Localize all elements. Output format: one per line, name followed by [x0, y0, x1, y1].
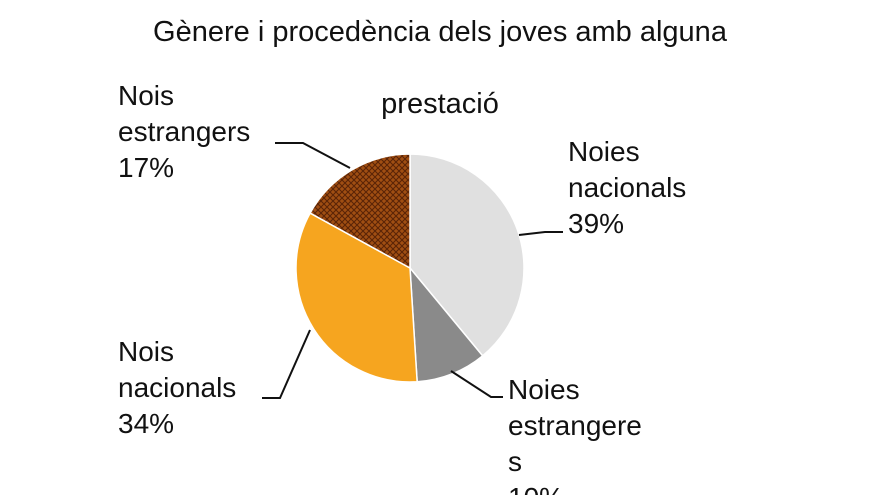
slice-label-line: nacionals	[568, 172, 686, 203]
pie-slice-noies-nacionals	[409, 153, 525, 357]
slice-label-line: estrangers	[118, 116, 250, 147]
slice-labels: Noies nacionals 39% Noies estrangere s 10% Nois…	[118, 80, 686, 495]
slice-label-line: Noies	[508, 374, 580, 405]
chart-title-line-1: Gènere i procedència dels joves amb algu…	[153, 16, 727, 48]
chart-title-line-2: prestació	[381, 88, 499, 120]
chart-title: Gènere i procedència dels joves amb algu…	[0, 0, 880, 122]
slice-label-line: nacionals	[118, 372, 236, 403]
slice-label-noies-nacionals: Noies nacionals 39%	[568, 136, 686, 239]
pie-slices	[295, 153, 525, 383]
leader-line-nois-estrangers	[275, 142, 351, 169]
leader-line-noies-estrangeres	[450, 370, 503, 398]
leader-line-noies-nacionals	[518, 231, 563, 236]
slice-label-line: s	[508, 446, 522, 477]
slice-label-line: 34%	[118, 408, 174, 439]
slice-label-line: Noies	[568, 136, 640, 167]
slice-label-line: estrangere	[508, 410, 642, 441]
leader-lines	[262, 142, 563, 399]
pie-slice-nois-estrangers	[309, 153, 411, 270]
pie-slice-noies-estrangeres	[409, 265, 484, 383]
slice-label-noies-estrangeres: Noies estrangere s 10%	[508, 374, 642, 495]
slice-label-line: Nois	[118, 336, 174, 367]
slice-label-line: 17%	[118, 152, 174, 183]
slice-label-line: Nois	[118, 80, 174, 111]
slice-label-nois-nacionals: Nois nacionals 34%	[118, 336, 236, 439]
slice-label-nois-estrangers: Nois estrangers 17%	[118, 80, 250, 183]
slice-label-line: 39%	[568, 208, 624, 239]
slice-label-line: 10%	[508, 482, 564, 495]
leader-line-nois-nacionals	[262, 329, 311, 399]
